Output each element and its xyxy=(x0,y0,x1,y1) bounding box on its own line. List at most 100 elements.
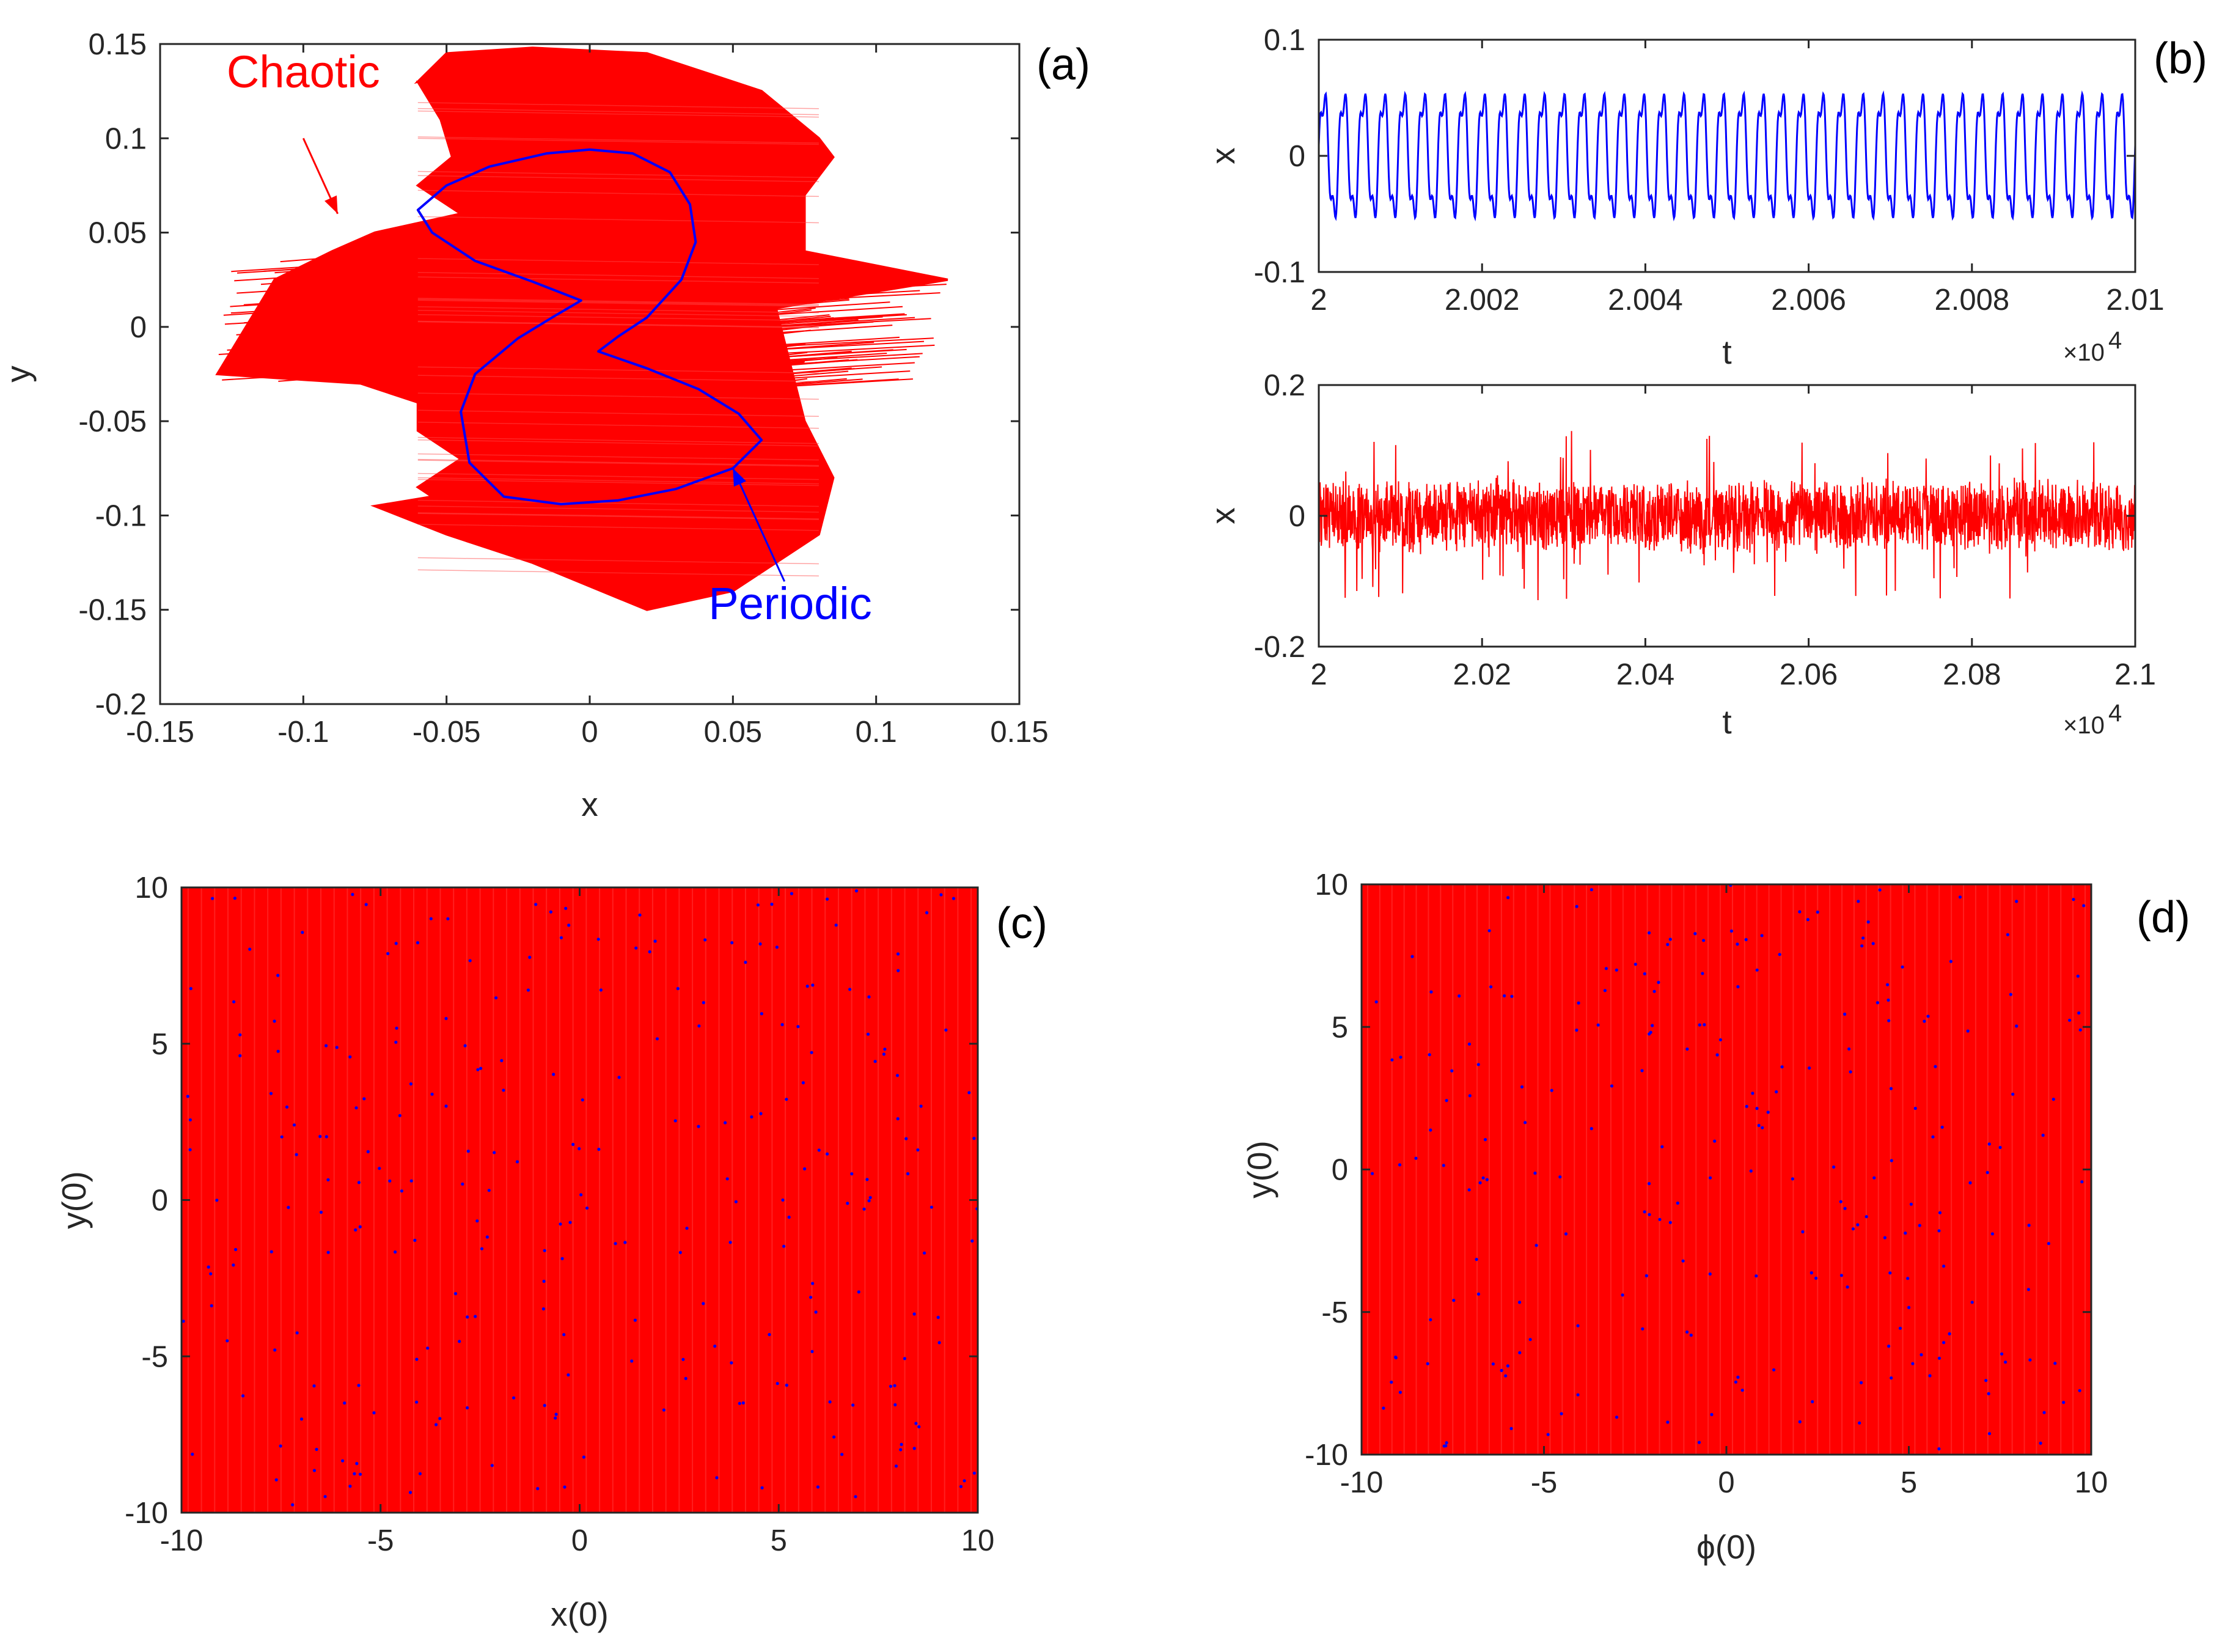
periodic-point xyxy=(386,952,390,955)
panel-c: -10 -5 0 5 10 -10 -5 0 5 10 x(0) y(0) (c) xyxy=(55,872,1047,1633)
periodic-point xyxy=(1887,1019,1891,1022)
periodic-point xyxy=(1621,1293,1624,1297)
periodic-point xyxy=(1478,1181,1482,1184)
periodic-point xyxy=(1740,1389,1744,1392)
y-tick-label: -0.2 xyxy=(1254,631,1305,664)
periodic-point xyxy=(810,1051,813,1054)
periodic-point xyxy=(466,1150,470,1153)
periodic-point xyxy=(248,947,252,951)
chaotic-orbit xyxy=(417,320,819,328)
periodic-point xyxy=(1860,944,1864,948)
periodic-point xyxy=(1450,1069,1454,1073)
periodic-point xyxy=(1590,888,1593,892)
periodic-point xyxy=(840,1453,844,1456)
chaotic-strand xyxy=(704,321,874,335)
periodic-point xyxy=(713,1345,717,1348)
periodic-point xyxy=(2080,1180,2084,1184)
periodic-point xyxy=(744,960,747,964)
periodic-point xyxy=(1904,1232,1907,1235)
periodic-point xyxy=(734,1200,738,1203)
periodic-point xyxy=(1866,920,1870,924)
chaotic-strand xyxy=(317,268,475,285)
x-axis-label: x(0) xyxy=(551,1595,609,1633)
periodic-point xyxy=(1550,1088,1553,1092)
periodic-point xyxy=(673,1119,677,1123)
periodic-point xyxy=(1871,942,1875,945)
periodic-point xyxy=(372,1411,376,1415)
chaotic-strand xyxy=(279,315,475,332)
periodic-point xyxy=(1476,1063,1480,1066)
periodic-point xyxy=(760,1012,763,1016)
periodic-point xyxy=(354,1106,358,1110)
periodic-point xyxy=(1861,936,1865,940)
chaotic-strand xyxy=(304,287,475,304)
periodic-point xyxy=(597,1147,601,1151)
plot-area xyxy=(215,46,948,611)
periodic-point xyxy=(409,1179,413,1183)
chaotic-strand xyxy=(234,265,475,282)
periodic-point xyxy=(1657,980,1660,984)
periodic-point xyxy=(1426,1362,1429,1365)
panel-a: Chaotic Periodic -0.15 -0.1 -0.05 0 0.05 0.1 0.1… xyxy=(0,28,1090,823)
periodic-point xyxy=(1755,1274,1758,1278)
periodic-point xyxy=(585,1206,589,1210)
plot-area xyxy=(182,887,978,1513)
chaotic-strand xyxy=(314,336,475,353)
periodic-point xyxy=(1729,929,1733,933)
periodic-point xyxy=(1506,896,1510,900)
periodic-series xyxy=(1319,90,2135,222)
periodic-point xyxy=(730,1361,733,1365)
periodic-point xyxy=(394,1040,398,1044)
periodic-point xyxy=(1610,1084,1614,1088)
periodic-point xyxy=(1641,1327,1645,1331)
periodic-point xyxy=(730,941,734,945)
x-tick-label: 2.1 xyxy=(2114,658,2156,691)
periodic-point xyxy=(476,1068,480,1071)
periodic-point xyxy=(684,1376,688,1381)
periodic-point xyxy=(409,1082,413,1086)
chaotic-orbit xyxy=(417,436,819,444)
x-tick-label: -5 xyxy=(1531,1466,1558,1499)
periodic-point xyxy=(1652,989,1656,993)
periodic-point xyxy=(182,1320,185,1323)
periodic-point xyxy=(1878,888,1882,892)
periodic-point xyxy=(811,1282,815,1285)
chaotic-strand xyxy=(704,353,887,367)
periodic-point xyxy=(463,1044,467,1048)
x-tick-label: 2.04 xyxy=(1616,658,1674,691)
periodic-point xyxy=(895,1074,900,1077)
chaotic-orbit xyxy=(417,499,819,507)
periodic-point xyxy=(930,1205,933,1209)
periodic-point xyxy=(1798,1420,1802,1423)
periodic-point xyxy=(526,988,530,992)
periodic-point xyxy=(1810,1271,1813,1275)
periodic-point xyxy=(952,897,956,900)
periodic-point xyxy=(1948,1332,1951,1335)
periodic-point xyxy=(816,1485,820,1489)
periodic-point xyxy=(678,1250,682,1254)
periodic-point xyxy=(1398,1390,1402,1394)
periodic-point xyxy=(897,969,900,972)
periodic-point xyxy=(319,1210,323,1214)
chaotic-orbit xyxy=(417,512,819,519)
periodic-point xyxy=(335,1046,339,1049)
periodic-point xyxy=(494,996,498,1000)
x-tick-label: 0 xyxy=(1718,1466,1734,1499)
chaotic-orbit xyxy=(417,569,819,577)
periodic-point xyxy=(1987,1392,1990,1395)
periodic-point xyxy=(358,1225,362,1228)
x-tick-label: 2.06 xyxy=(1780,658,1838,691)
periodic-point xyxy=(186,1095,189,1098)
periodic-point xyxy=(1860,1381,1863,1384)
chaotic-strand xyxy=(704,362,915,376)
periodic-point xyxy=(1937,1447,1941,1451)
periodic-point xyxy=(541,1307,546,1311)
y-axis-label: x xyxy=(1204,507,1242,524)
periodic-point xyxy=(241,1394,245,1398)
periodic-point xyxy=(395,1026,398,1030)
periodic-point xyxy=(273,1348,277,1352)
periodic-point xyxy=(900,1442,903,1446)
x-tick-label: 2.02 xyxy=(1453,658,1511,691)
chaotic-orbit xyxy=(417,375,819,382)
periodic-point xyxy=(963,1479,966,1483)
